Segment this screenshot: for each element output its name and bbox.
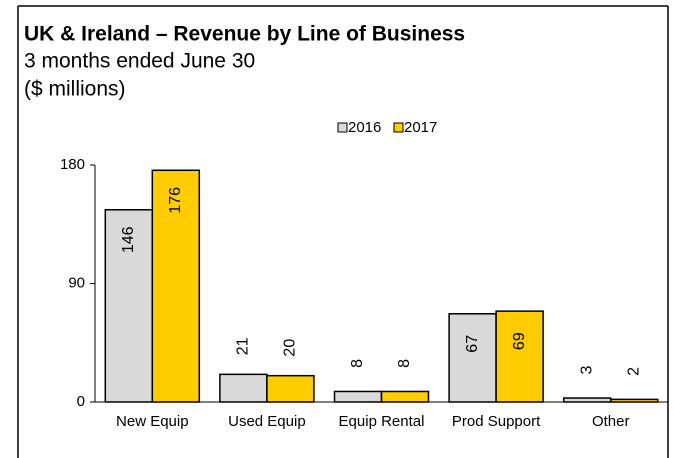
- chart-subtitle: ($ millions): [24, 78, 126, 101]
- value-label: 3: [578, 366, 595, 375]
- value-label: 20: [282, 339, 299, 357]
- value-label: 2: [625, 367, 642, 376]
- bar: [219, 373, 268, 403]
- bar: [562, 397, 612, 403]
- bar: [151, 169, 201, 403]
- value-label: 146: [120, 226, 137, 253]
- legend-label: 2017: [404, 119, 437, 136]
- value-label: 8: [396, 359, 413, 368]
- chart-title: UK & Ireland – Revenue by Line of Busine…: [24, 23, 465, 46]
- y-tick-label: 90: [68, 274, 85, 291]
- bar: [448, 313, 497, 403]
- bar: [266, 374, 315, 403]
- x-tick-label: Equip Rental: [339, 413, 425, 430]
- x-tick-label: Used Equip: [228, 413, 306, 430]
- x-tick-label: Other: [592, 413, 630, 430]
- legend-swatch: [393, 122, 404, 133]
- value-label: 67: [464, 335, 481, 353]
- legend-swatch: [337, 122, 348, 133]
- x-tick-label: New Equip: [116, 413, 189, 430]
- x-tick-label: Prod Support: [452, 413, 541, 430]
- value-label: 8: [349, 359, 366, 368]
- value-label: 21: [235, 337, 252, 355]
- value-label: 69: [511, 332, 528, 350]
- y-tick-label: 0: [77, 393, 85, 410]
- value-label: 176: [167, 187, 184, 214]
- legend-label: 2016: [348, 119, 381, 136]
- bar: [380, 390, 430, 403]
- bar: [333, 390, 383, 403]
- chart-subtitle: 3 months ended June 30: [24, 50, 255, 73]
- y-tick-label: 180: [60, 156, 85, 173]
- bar: [495, 310, 544, 403]
